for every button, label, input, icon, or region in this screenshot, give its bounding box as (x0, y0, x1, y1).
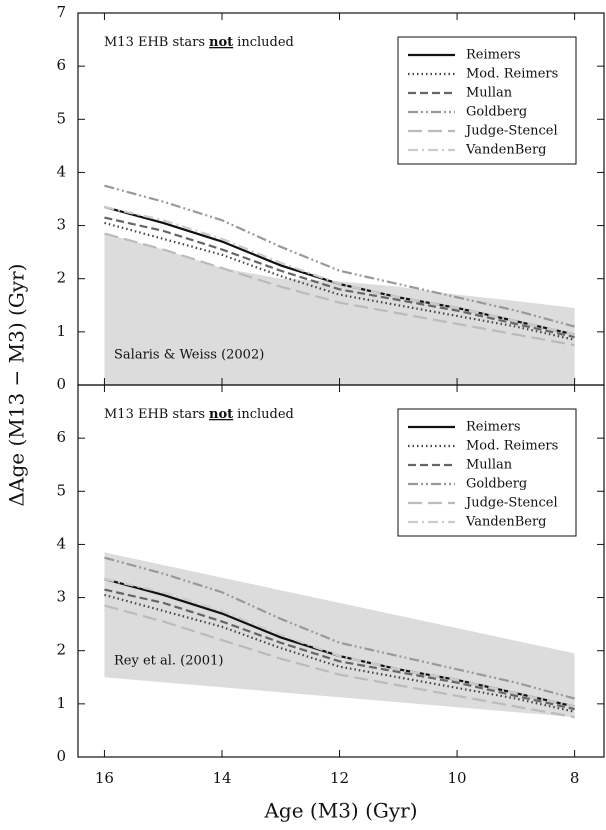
y-tick-label: 5 (56, 481, 66, 499)
annotation: M13 EHB stars not included (104, 407, 294, 422)
y-tick-label: 0 (56, 747, 66, 765)
series-line (104, 221, 575, 341)
x-tick-label: 12 (330, 769, 349, 787)
legend-label: Reimers (466, 420, 521, 435)
legend-label: Goldberg (466, 105, 527, 120)
legend-label: Judge-Stencel (464, 496, 558, 511)
y-tick-label: 2 (56, 641, 66, 659)
y-tick-label: 3 (56, 216, 66, 234)
legend-label: Mod. Reimers (466, 67, 558, 82)
annotation-text: M13 EHB stars (104, 407, 205, 422)
legend-label: Reimers (466, 48, 521, 63)
shaded-band (104, 233, 575, 385)
series-line (104, 232, 575, 347)
legend-label: VandenBerg (465, 143, 547, 158)
legend-box (397, 408, 577, 537)
y-tick-label: 5 (56, 109, 66, 127)
band-label: Rey et al. (2001) (114, 654, 223, 669)
y-axis-label: ΔAge (M13 − M3) (Gyr) (5, 264, 29, 507)
shaded-band (104, 552, 575, 718)
x-tick-label: 14 (212, 769, 231, 787)
x-tick-label: 10 (448, 769, 467, 787)
y-tick-label: 1 (56, 694, 66, 712)
annotation-text: included (237, 35, 294, 50)
legend-label: Mod. Reimers (466, 439, 558, 454)
legend-label: Goldberg (466, 477, 527, 492)
x-axis-label: Age (M3) (Gyr) (263, 799, 417, 823)
annotation-emphasis: not (209, 407, 233, 422)
y-tick-label: 7 (56, 3, 66, 21)
legend-label: Judge-Stencel (464, 124, 558, 139)
series-line (104, 588, 575, 711)
y-tick-label: 6 (56, 428, 66, 446)
y-tick-label: 4 (56, 162, 66, 180)
annotation-emphasis: not (209, 35, 233, 50)
legend-label: VandenBerg (465, 515, 547, 530)
annotation: M13 EHB stars not included (104, 35, 294, 50)
legend-label: Mullan (466, 86, 513, 101)
x-tick-label: 8 (570, 769, 580, 787)
y-tick-label: 2 (56, 269, 66, 287)
series-line (104, 216, 575, 339)
legend-box (397, 36, 577, 165)
series-line (104, 205, 575, 336)
band-label: Salaris & Weiss (2002) (114, 348, 264, 363)
y-tick-label: 0 (56, 375, 66, 393)
annotation-text: M13 EHB stars (104, 35, 205, 50)
legend-label: Mullan (466, 458, 513, 473)
series-line (104, 593, 575, 713)
series-line (104, 577, 575, 708)
y-tick-label: 4 (56, 534, 66, 552)
y-tick-label: 1 (56, 322, 66, 340)
plot-frame (77, 384, 605, 758)
series-line (104, 604, 575, 719)
annotation-text: included (237, 407, 294, 422)
x-tick-label: 16 (95, 769, 114, 787)
y-tick-label: 3 (56, 588, 66, 606)
y-tick-label: 6 (56, 56, 66, 74)
